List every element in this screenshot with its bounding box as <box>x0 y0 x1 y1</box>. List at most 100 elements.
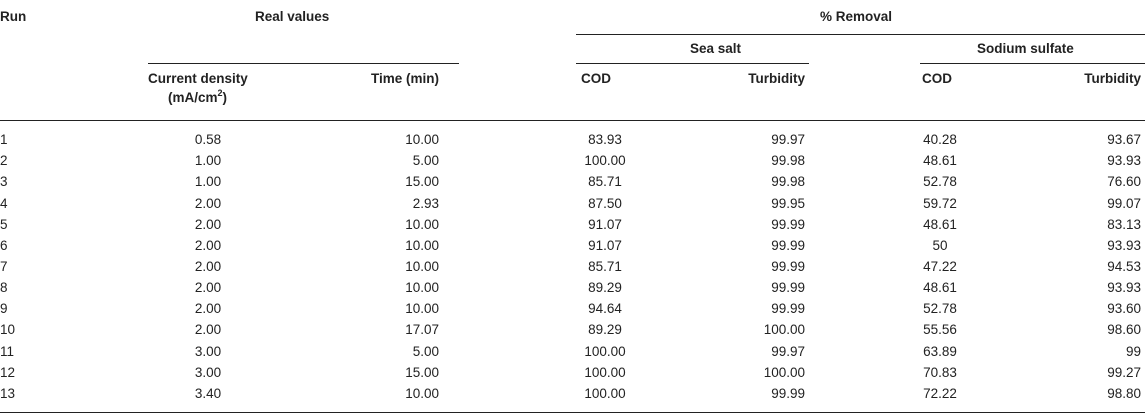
run-cell: 11 <box>0 344 15 359</box>
turbidity-sodium-cell: 98.60 <box>1107 322 1141 337</box>
turbidity-sodium-cell: 94.53 <box>1107 259 1141 274</box>
time-cell: 2.93 <box>412 196 439 211</box>
run-cell: 6 <box>0 238 8 253</box>
time-cell: 15.00 <box>405 365 439 380</box>
removal-header: % Removal <box>820 9 893 24</box>
current-density-cell: 2.00 <box>194 238 222 253</box>
real-values-header: Real values <box>255 9 330 24</box>
run-cell: 10 <box>0 322 16 337</box>
time-cell: 5.00 <box>412 344 439 359</box>
cod-sea-cell: 100.00 <box>584 386 626 401</box>
run-cell: 4 <box>0 196 8 211</box>
cod-sea-cell: 87.50 <box>588 196 622 211</box>
cod-sodium-cell: 40.28 <box>923 132 957 147</box>
turbidity-sea-cell: 99.99 <box>771 238 805 253</box>
turbidity-sea-cell: 99.97 <box>771 344 805 359</box>
turbidity-sea-cell: 99.98 <box>771 174 805 189</box>
turbidity-sea-cell: 99.98 <box>771 153 805 168</box>
turbidity-sodium-cell: 76.60 <box>1107 174 1141 189</box>
time-cell: 17.07 <box>405 322 439 337</box>
cod-sea-cell: 89.29 <box>588 322 622 337</box>
turbidity-sodium-cell: 99.27 <box>1107 365 1141 380</box>
table-row: 6 2.00 10.00 91.07 99.99 50 93.93 <box>0 238 1145 256</box>
table-row: 7 2.00 10.00 85.71 99.99 47.22 94.53 <box>0 259 1145 277</box>
cod-sodium-cell: 47.22 <box>923 259 957 274</box>
cod-sodium-cell: 48.61 <box>923 153 957 168</box>
current-density-cell: 2.00 <box>194 217 222 232</box>
time-cell: 10.00 <box>405 386 439 401</box>
cod-sea-cell: 94.64 <box>588 301 622 316</box>
time-header: Time (min) <box>370 71 439 86</box>
cod-sodium-cell: 72.22 <box>923 386 957 401</box>
turbidity-sea-cell: 99.99 <box>771 217 805 232</box>
turbidity-sodium-cell: 99.07 <box>1107 196 1141 211</box>
cod-sea-cell: 100.00 <box>584 365 626 380</box>
run-cell: 2 <box>0 153 8 168</box>
cod-sodium-cell: 48.61 <box>923 280 957 295</box>
table-row: 9 2.00 10.00 94.64 99.99 52.78 93.60 <box>0 301 1145 319</box>
current-density-header: Current density (mA/cm2) <box>148 71 248 105</box>
sodium-sulfate-rule <box>920 63 1145 64</box>
run-cell: 9 <box>0 301 8 316</box>
run-cell: 7 <box>0 259 8 274</box>
cod-sodium-cell: 59.72 <box>923 196 957 211</box>
current-density-cell: 1.00 <box>194 153 222 168</box>
run-cell: 3 <box>0 174 8 189</box>
table-row: 12 3.00 15.00 100.00 100.00 70.83 99.27 <box>0 365 1145 383</box>
turbidity-sea-cell: 99.99 <box>771 301 805 316</box>
turbidity-sea-cell: 99.99 <box>771 259 805 274</box>
cod-sodium-header: COD <box>922 71 952 86</box>
run-cell: 1 <box>0 132 8 147</box>
turbidity-sea-cell: 100.00 <box>763 365 805 380</box>
time-cell: 10.00 <box>405 259 439 274</box>
sodium-sulfate-header: Sodium sulfate <box>977 41 1074 56</box>
turbidity-sea-cell: 100.00 <box>763 322 805 337</box>
current-density-cell: 2.00 <box>194 196 222 211</box>
current-density-cell: 1.00 <box>194 174 222 189</box>
turbidity-sodium-cell: 93.93 <box>1107 153 1141 168</box>
table-row: 5 2.00 10.00 91.07 99.99 48.61 83.13 <box>0 217 1145 235</box>
cod-sea-cell: 91.07 <box>588 238 622 253</box>
time-cell: 5.00 <box>412 153 439 168</box>
table-row: 11 3.00 5.00 100.00 99.97 63.89 99 <box>0 344 1145 362</box>
turbidity-sodium-cell: 98.80 <box>1107 386 1141 401</box>
cod-sea-header: COD <box>581 71 611 86</box>
table-row: 8 2.00 10.00 89.29 99.99 48.61 93.93 <box>0 280 1145 298</box>
current-density-cell: 3.00 <box>194 365 222 380</box>
cod-sea-cell: 89.29 <box>588 280 622 295</box>
current-density-cell: 2.00 <box>194 259 222 274</box>
turbidity-sea-cell: 99.97 <box>771 132 805 147</box>
time-cell: 10.00 <box>405 132 439 147</box>
cod-sodium-cell: 52.78 <box>923 301 957 316</box>
header-bottom-rule <box>0 120 1145 121</box>
turbidity-sea-header: Turbidity <box>748 71 805 86</box>
cod-sea-cell: 85.71 <box>588 174 622 189</box>
turbidity-sodium-cell: 93.67 <box>1107 132 1141 147</box>
time-cell: 10.00 <box>405 238 439 253</box>
turbidity-sea-cell: 99.99 <box>771 386 805 401</box>
cod-sea-cell: 100.00 <box>584 153 626 168</box>
turbidity-sodium-cell: 93.93 <box>1107 280 1141 295</box>
turbidity-sodium-cell: 93.93 <box>1107 238 1141 253</box>
run-cell: 12 <box>0 365 16 380</box>
removal-rule <box>576 34 1145 35</box>
sea-salt-header: Sea salt <box>690 41 742 56</box>
turbidity-sodium-header: Turbidity <box>1084 71 1141 86</box>
cod-sodium-cell: 48.61 <box>923 217 957 232</box>
table-bottom-rule <box>0 412 1145 413</box>
table-row: 2 1.00 5.00 100.00 99.98 48.61 93.93 <box>0 153 1145 171</box>
current-density-cell: 2.00 <box>194 280 222 295</box>
table-row: 4 2.00 2.93 87.50 99.95 59.72 99.07 <box>0 196 1145 214</box>
run-cell: 5 <box>0 217 8 232</box>
turbidity-sea-cell: 99.99 <box>771 280 805 295</box>
time-cell: 10.00 <box>405 280 439 295</box>
run-header: Run <box>0 9 27 24</box>
table-row: 3 1.00 15.00 85.71 99.98 52.78 76.60 <box>0 174 1145 192</box>
run-cell: 8 <box>0 280 8 295</box>
run-cell: 13 <box>0 386 16 401</box>
time-cell: 15.00 <box>405 174 439 189</box>
table-row: 13 3.40 10.00 100.00 99.99 72.22 98.80 <box>0 386 1145 404</box>
cod-sodium-cell: 63.89 <box>923 344 957 359</box>
cod-sodium-cell: 50 <box>932 238 948 253</box>
current-density-cell: 2.00 <box>194 301 222 316</box>
